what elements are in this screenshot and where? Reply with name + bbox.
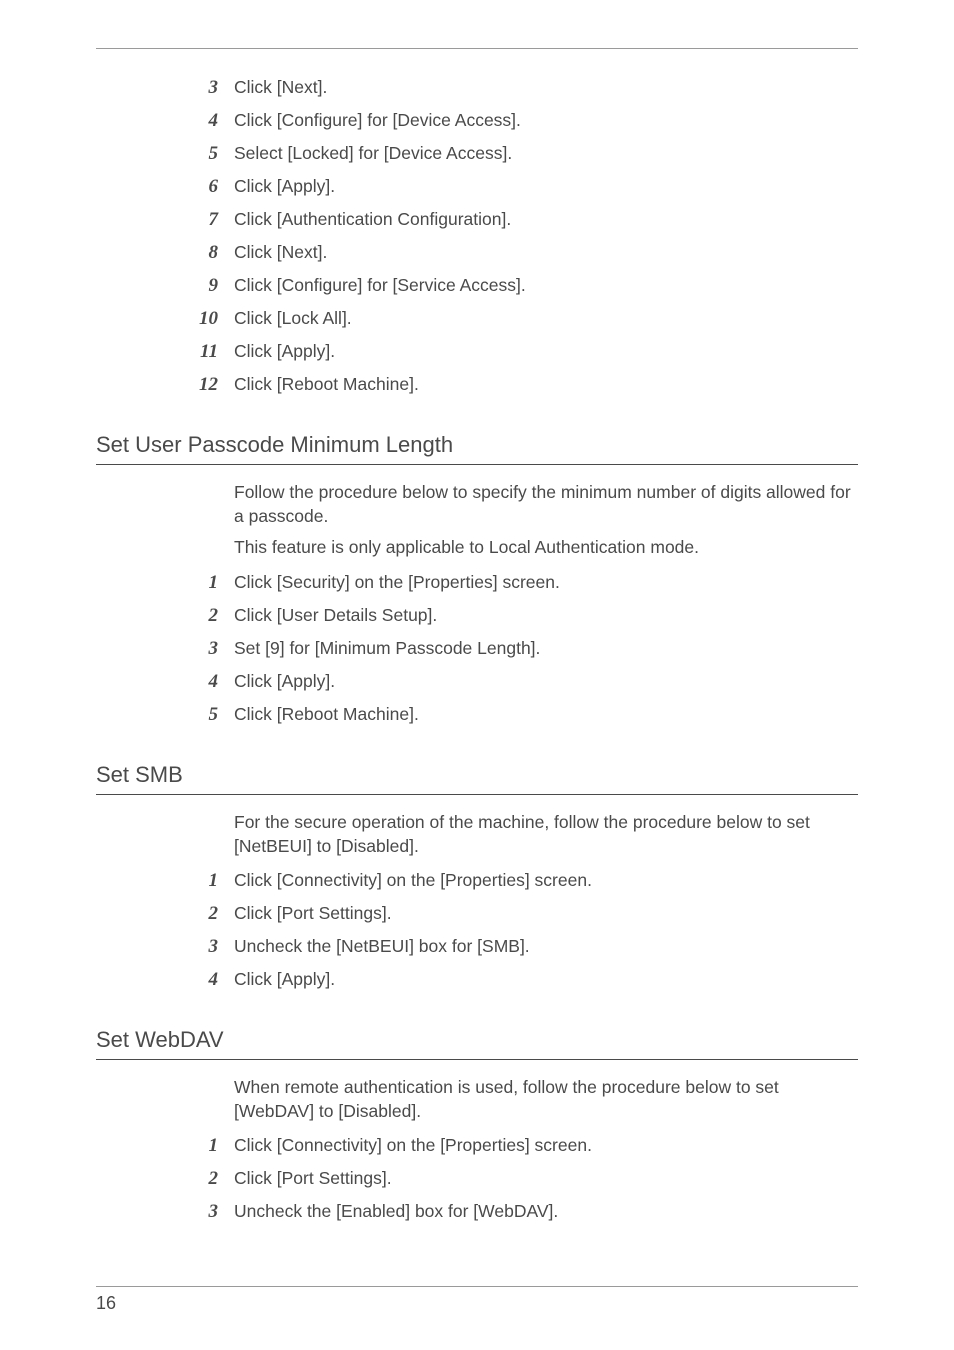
step-text: Uncheck the [NetBEUI] box for [SMB]. [234,936,530,957]
step-text: Click [Port Settings]. [234,1168,392,1189]
step-row: 3 Click [Next]. [184,77,858,99]
step-number: 3 [184,1201,218,1223]
step-row: 2 Click [Port Settings]. [184,1168,858,1190]
steps-block: 1 Click [Security] on the [Properties] s… [96,572,858,726]
step-number: 5 [184,143,218,165]
step-text: Click [Apply]. [234,671,335,692]
step-number: 4 [184,110,218,132]
step-text: Click [Next]. [234,242,327,263]
step-number: 4 [184,969,218,991]
body-paragraph: This feature is only applicable to Local… [234,536,858,560]
step-row: 9 Click [Configure] for [Service Access]… [184,275,858,297]
step-number: 3 [184,638,218,660]
section-title: Set WebDAV [96,1027,858,1053]
step-row: 2 Click [User Details Setup]. [184,605,858,627]
step-number: 6 [184,176,218,198]
page-footer: 16 [96,1286,858,1314]
footer-rule [96,1286,858,1287]
step-text: Click [Lock All]. [234,308,352,329]
step-row: 5 Click [Reboot Machine]. [184,704,858,726]
step-row: 5 Select [Locked] for [Device Access]. [184,143,858,165]
step-number: 11 [184,341,218,363]
step-text: Click [Apply]. [234,969,335,990]
step-row: 11 Click [Apply]. [184,341,858,363]
step-text: Click [Connectivity] on the [Properties]… [234,1135,592,1156]
step-number: 5 [184,704,218,726]
section-passcode: Set User Passcode Minimum Length Follow … [96,432,858,726]
step-text: Click [Apply]. [234,176,335,197]
step-text: Click [Authentication Configuration]. [234,209,511,230]
step-text: Uncheck the [Enabled] box for [WebDAV]. [234,1201,558,1222]
step-text: Click [Port Settings]. [234,903,392,924]
step-number: 1 [184,1135,218,1157]
step-row: 3 Set [9] for [Minimum Passcode Length]. [184,638,858,660]
section-title: Set User Passcode Minimum Length [96,432,858,458]
step-row: 2 Click [Port Settings]. [184,903,858,925]
step-number: 1 [184,572,218,594]
page-number: 16 [96,1293,858,1314]
step-number: 2 [184,605,218,627]
step-text: Click [Next]. [234,77,327,98]
section-rule [96,794,858,795]
step-row: 4 Click [Apply]. [184,969,858,991]
top-steps-block: 3 Click [Next]. 4 Click [Configure] for … [96,77,858,396]
step-number: 2 [184,903,218,925]
section-title: Set SMB [96,762,858,788]
section-rule [96,464,858,465]
body-paragraph: Follow the procedure below to specify th… [234,481,858,528]
step-number: 1 [184,870,218,892]
step-row: 4 Click [Configure] for [Device Access]. [184,110,858,132]
body-paragraph: When remote authentication is used, foll… [234,1076,858,1123]
step-text: Click [Reboot Machine]. [234,374,419,395]
steps-block: 1 Click [Connectivity] on the [Propertie… [96,1135,858,1223]
step-row: 12 Click [Reboot Machine]. [184,374,858,396]
step-number: 12 [184,374,218,396]
step-text: Click [User Details Setup]. [234,605,437,626]
step-row: 1 Click [Connectivity] on the [Propertie… [184,1135,858,1157]
step-row: 8 Click [Next]. [184,242,858,264]
step-number: 2 [184,1168,218,1190]
step-text: Click [Configure] for [Device Access]. [234,110,521,131]
top-rule [96,48,858,49]
step-number: 10 [184,308,218,330]
step-text: Click [Connectivity] on the [Properties]… [234,870,592,891]
step-row: 3 Uncheck the [NetBEUI] box for [SMB]. [184,936,858,958]
step-row: 3 Uncheck the [Enabled] box for [WebDAV]… [184,1201,858,1223]
steps-block: 1 Click [Connectivity] on the [Propertie… [96,870,858,991]
step-number: 8 [184,242,218,264]
step-number: 3 [184,77,218,99]
step-text: Click [Reboot Machine]. [234,704,419,725]
step-row: 4 Click [Apply]. [184,671,858,693]
section-webdav: Set WebDAV When remote authentication is… [96,1027,858,1223]
step-text: Set [9] for [Minimum Passcode Length]. [234,638,540,659]
step-row: 1 Click [Security] on the [Properties] s… [184,572,858,594]
step-text: Click [Configure] for [Service Access]. [234,275,526,296]
step-row: 6 Click [Apply]. [184,176,858,198]
step-row: 7 Click [Authentication Configuration]. [184,209,858,231]
section-rule [96,1059,858,1060]
step-number: 3 [184,936,218,958]
step-number: 4 [184,671,218,693]
step-text: Click [Security] on the [Properties] scr… [234,572,560,593]
step-text: Select [Locked] for [Device Access]. [234,143,512,164]
step-number: 7 [184,209,218,231]
section-smb: Set SMB For the secure operation of the … [96,762,858,991]
step-text: Click [Apply]. [234,341,335,362]
body-paragraph: For the secure operation of the machine,… [234,811,858,858]
step-row: 10 Click [Lock All]. [184,308,858,330]
step-row: 1 Click [Connectivity] on the [Propertie… [184,870,858,892]
step-number: 9 [184,275,218,297]
